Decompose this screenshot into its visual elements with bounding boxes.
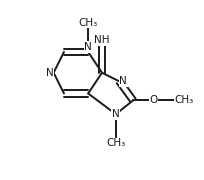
Text: NH: NH (94, 35, 110, 45)
Text: N: N (46, 68, 54, 78)
Text: N: N (84, 42, 92, 52)
Text: CH₃: CH₃ (106, 138, 125, 148)
Text: CH₃: CH₃ (175, 95, 194, 105)
Text: O: O (150, 95, 158, 105)
Text: N: N (112, 109, 120, 119)
Text: N: N (119, 76, 127, 86)
Text: CH₃: CH₃ (79, 18, 98, 28)
